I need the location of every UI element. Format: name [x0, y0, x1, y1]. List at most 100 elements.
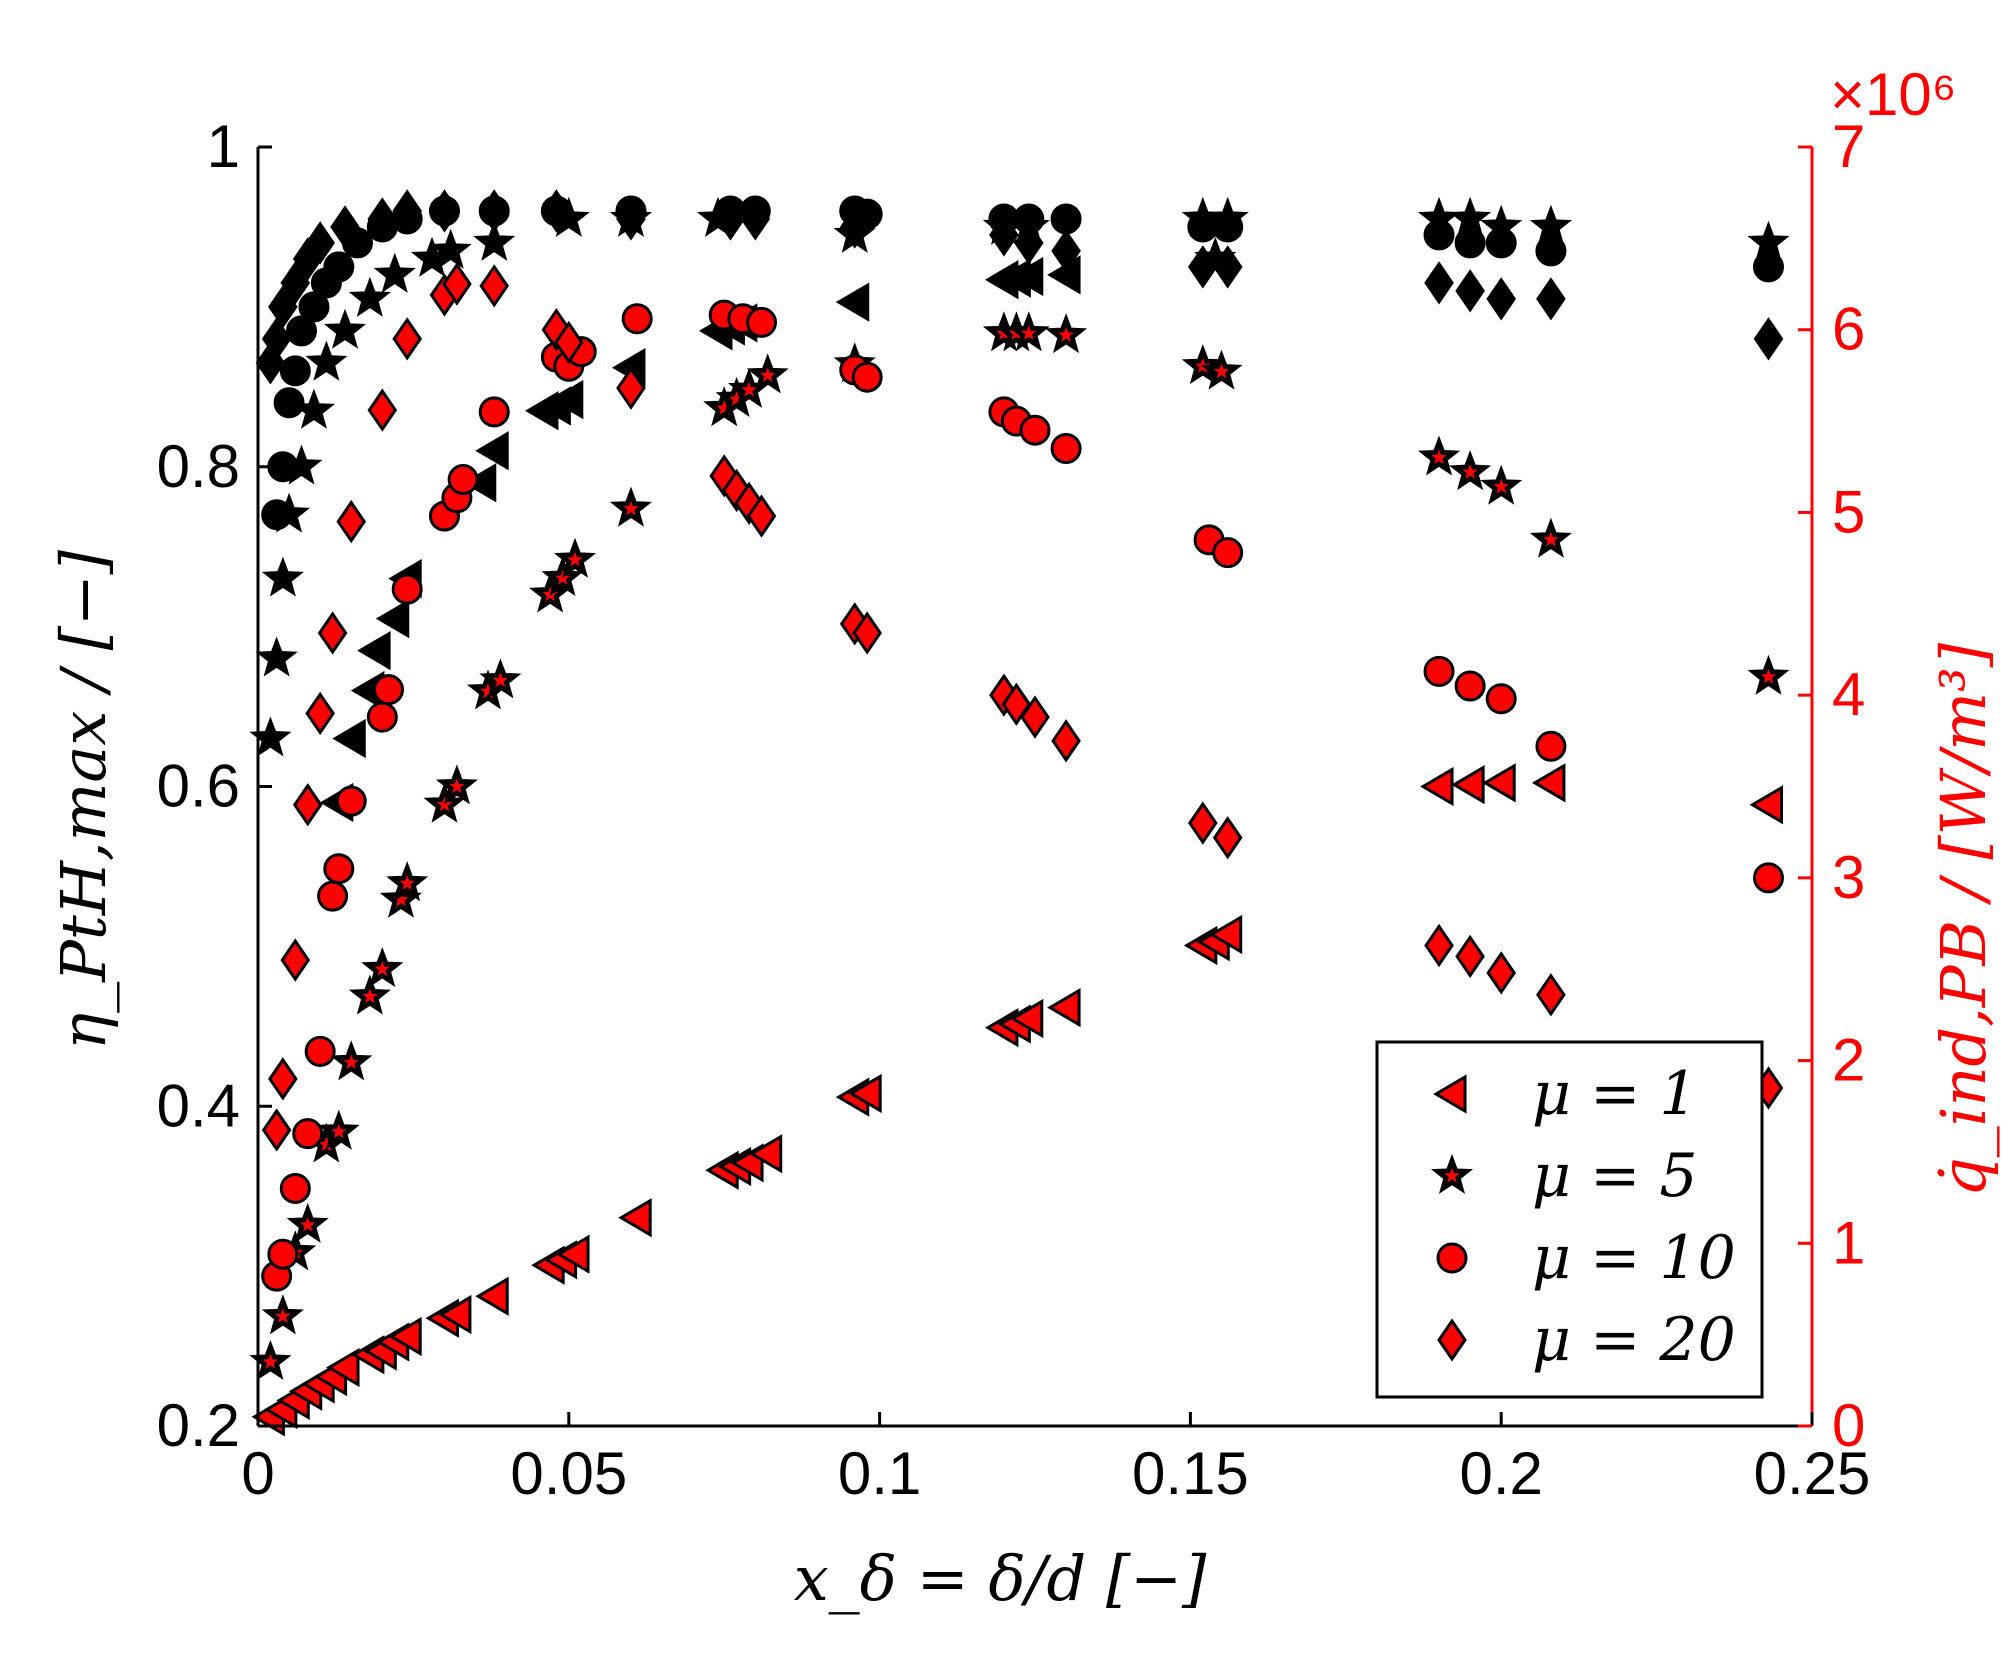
eta-point-s3-25 [1753, 317, 1784, 361]
q-point-s1-34-center [1760, 668, 1777, 684]
legend-marker-diamond [1437, 1318, 1467, 1362]
q-point-s3-4 [305, 691, 335, 736]
q-point-s0-31 [1420, 766, 1454, 807]
q-point-s1-12-center [449, 778, 465, 793]
eta-point-s0-4 [835, 282, 870, 322]
eta-point-s1-26-outline [1747, 220, 1790, 261]
eta-point-s3-12 [616, 197, 646, 241]
q-point-s1-8-center [374, 961, 390, 976]
q-point-s2-10 [391, 573, 423, 605]
q-point-s1-31-center [1462, 464, 1478, 479]
q-point-s1-1 [261, 1294, 304, 1335]
eta-point-s1-25-outline [1529, 204, 1572, 245]
q-point-s3-7 [367, 388, 398, 432]
eta-point-s1-2-outline [261, 556, 304, 597]
legend-marker-star-center [1444, 1168, 1460, 1183]
q-point-s3-11 [479, 264, 510, 308]
legend: μ = 1 μ = 5 μ = 10 μ = 20 [1375, 1040, 1764, 1399]
eta-point-s3-14 [740, 197, 771, 241]
q-point-s2-4 [304, 1035, 336, 1067]
q-point-s1-17 [553, 537, 597, 578]
q-point-s3-25 [1188, 801, 1218, 845]
y-left-tick-label: 0.6 [157, 753, 240, 820]
eta-point-s1-0 [249, 716, 292, 757]
q-point-s1-19-center [716, 400, 732, 415]
q-point-s1-1-center [275, 1308, 291, 1323]
q-point-s0-30 [1208, 914, 1243, 955]
eta-point-s3-22 [1455, 269, 1485, 313]
y-right-tick-label: 3 [1832, 844, 1865, 911]
q-point-s2-2 [279, 1172, 311, 1204]
legend-label: μ = 10 [1532, 1223, 1736, 1293]
eta-point-s2-24 [1423, 219, 1455, 251]
axes [256, 145, 1814, 1428]
q-point-s1-4-center [318, 1136, 334, 1152]
q-point-s1-26 [1007, 311, 1050, 352]
q-point-s3-5 [317, 611, 348, 655]
q-point-s2-31 [1454, 670, 1486, 702]
q-point-s1-33 [1529, 517, 1572, 558]
eta-point-s0-13 [375, 599, 410, 639]
q-point-s1-15-center [542, 586, 558, 602]
q-point-s0-35 [1749, 785, 1783, 825]
eta-point-s1-1-outline [255, 636, 298, 677]
q-point-s1-0 [249, 1339, 292, 1380]
eta-point-s2-21 [1050, 203, 1082, 235]
q-point-s2-5 [317, 880, 349, 912]
q-point-s3-30 [1536, 973, 1566, 1017]
eta-point-s1-12 [473, 220, 516, 261]
y-right-tick-label: 2 [1832, 1027, 1865, 1094]
eta-point-s3-7 [367, 197, 398, 241]
eta-point-s1-6 [305, 340, 348, 381]
q-point-s1-21-center [741, 382, 757, 397]
eta-point-s2-3 [279, 355, 311, 387]
q-point-s1-8 [361, 947, 404, 988]
eta-point-s0-2 [549, 379, 584, 420]
q-point-s1-6-center [343, 1054, 359, 1069]
q-point-s3-22 [1001, 682, 1032, 726]
q-point-s3-24 [1051, 719, 1081, 763]
q-point-s2-9 [373, 674, 405, 706]
eta-point-s2-0 [261, 499, 293, 531]
q-point-s1-3 [286, 1202, 329, 1243]
eta-point-s2-26 [1485, 227, 1517, 259]
q-point-s3-8 [392, 317, 423, 361]
q-point-s2-33 [1535, 730, 1567, 762]
legend-marker-star [1430, 1153, 1474, 1194]
y-right-tick-label: 0 [1832, 1392, 1865, 1459]
eta-point-s3-23 [1486, 277, 1517, 321]
q-point-s0-10 [388, 1316, 422, 1357]
y-right-tick-label: 5 [1832, 478, 1865, 545]
q-point-s1-13-center [480, 683, 496, 698]
eta-point-s3-16 [989, 213, 1019, 257]
q-point-s0-13 [475, 1276, 509, 1316]
legend-label: μ = 5 [1532, 1141, 1698, 1211]
eta-point-s2-28 [1752, 251, 1784, 283]
q-point-s1-5-center [331, 1123, 347, 1139]
q-point-s3-23 [1020, 695, 1050, 739]
eta-point-s2-4 [286, 315, 318, 347]
y-left-tick-label: 0.2 [157, 1392, 240, 1459]
q-point-s2-3 [292, 1118, 324, 1150]
eta-point-s3-13 [715, 197, 746, 241]
legend-marker-triangle-left [1433, 1074, 1467, 1114]
legend-marker-circle [1436, 1242, 1468, 1274]
q-point-s1-22-center [760, 367, 776, 382]
q-point-s0-21 [748, 1134, 783, 1174]
q-point-s3-18 [746, 494, 777, 538]
q-point-s1-7-center [362, 988, 378, 1004]
q-point-s0-34 [1531, 763, 1566, 803]
eta-point-s3-5 [305, 221, 335, 265]
q-point-s1-18 [609, 486, 653, 527]
eta-point-s2-1 [267, 451, 299, 483]
q-series-marks [249, 262, 1790, 1437]
q-point-s1-34 [1747, 654, 1790, 695]
x-tick-label: 0.2 [1459, 1440, 1542, 1507]
eta-point-s1-12-outline [473, 220, 516, 261]
eta-point-s3-20 [1212, 245, 1243, 289]
q-point-s1-17-center [567, 551, 583, 567]
q-point-s1-5 [317, 1109, 360, 1150]
q-point-s0-16 [556, 1234, 590, 1274]
eta-point-s1-2 [261, 556, 304, 597]
